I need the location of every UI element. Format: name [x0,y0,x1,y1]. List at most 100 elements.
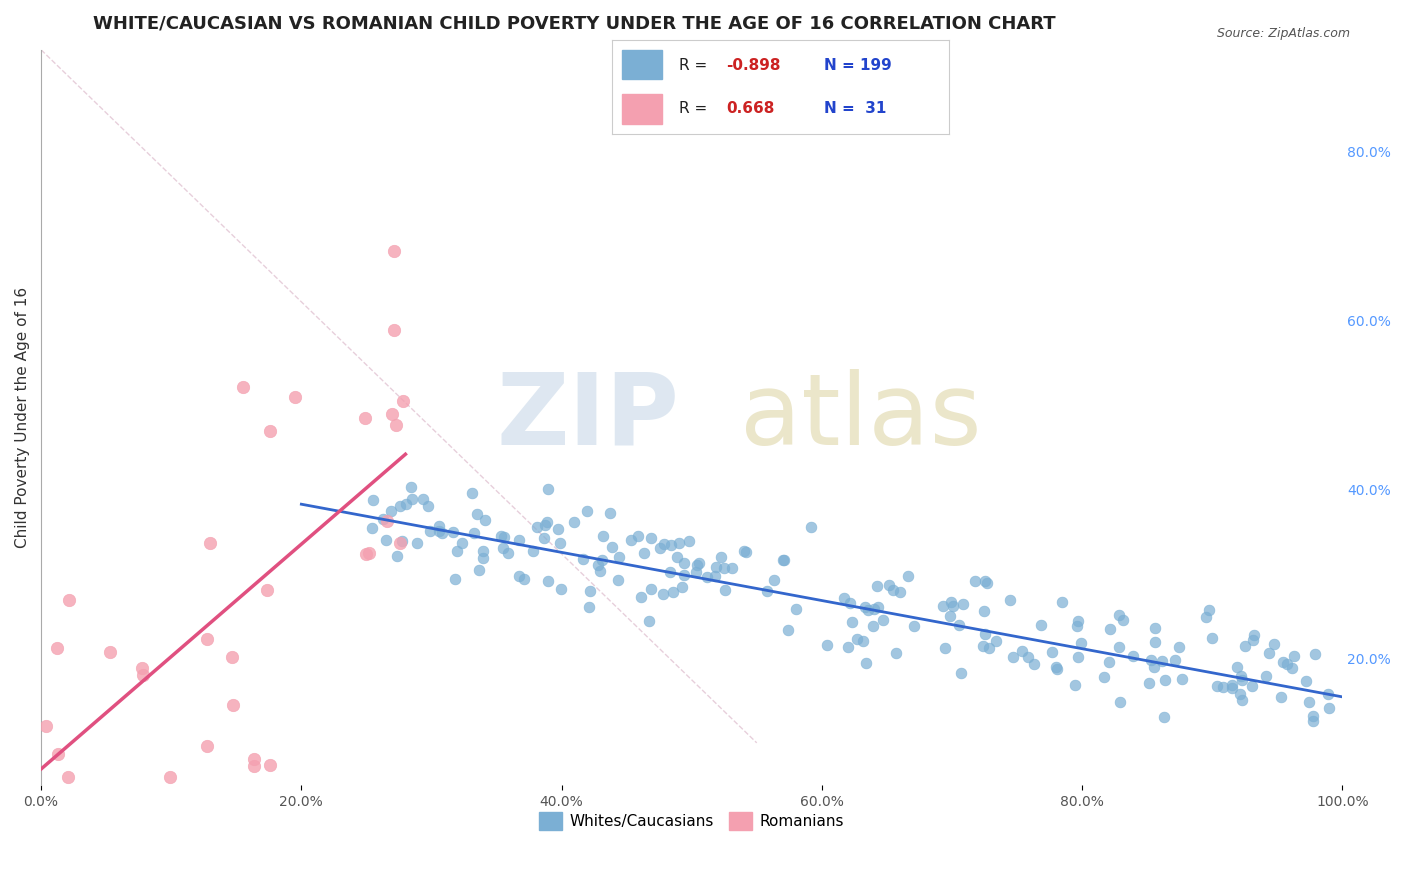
Point [1229,687,1251,701]
Point [508,569,530,583]
Point [401,492,423,507]
Point [973,574,995,588]
Point [672,557,695,571]
Point [897,568,920,582]
Point [841,615,863,630]
Point [1302,709,1324,723]
Point [1302,714,1324,728]
Point [1319,701,1341,715]
Point [375,533,398,547]
Point [868,600,890,615]
Point [762,573,785,587]
Point [430,525,453,540]
Point [1270,690,1292,704]
Point [489,529,512,543]
Text: -0.898: -0.898 [727,58,780,73]
Point [772,553,794,567]
Text: Source: ZipAtlas.com: Source: ZipAtlas.com [1216,27,1350,40]
Point [589,564,612,578]
Point [534,517,557,532]
Point [1230,693,1253,707]
Point [405,536,427,550]
Point [412,492,434,507]
Point [1153,673,1175,687]
Point [522,543,544,558]
Point [932,599,955,613]
Point [1226,660,1249,674]
Point [685,565,707,579]
Point [1298,695,1320,709]
Point [232,380,254,394]
Point [1042,645,1064,659]
Point [1143,660,1166,674]
Point [659,538,682,552]
Point [668,536,690,550]
Point [380,504,402,518]
Point [1046,662,1069,676]
Point [686,558,709,572]
Point [862,619,884,633]
Point [1212,680,1234,694]
Point [492,530,515,544]
Point [1045,660,1067,674]
Point [1281,661,1303,675]
Point [361,492,384,507]
Point [389,536,412,550]
Point [443,572,465,586]
Point [371,512,394,526]
Point [562,515,585,529]
Point [977,640,1000,655]
Point [640,531,662,545]
Point [1144,635,1167,649]
FancyBboxPatch shape [621,49,662,79]
Point [1282,649,1305,664]
Point [863,602,886,616]
Point [672,567,695,582]
Y-axis label: Child Poverty Under the Age of 16: Child Poverty Under the Age of 16 [15,287,30,548]
Point [419,524,441,539]
FancyBboxPatch shape [621,95,662,125]
Point [1001,649,1024,664]
Point [755,583,778,598]
Point [630,590,652,604]
Point [721,561,744,575]
Point [903,619,925,633]
Point [599,506,621,520]
Point [952,597,974,611]
Point [360,521,382,535]
Point [884,646,907,660]
Point [638,614,661,628]
Text: WHITE/CAUCASIAN VS ROMANIAN CHILD POVERTY UNDER THE AGE OF 16 CORRELATION CHART: WHITE/CAUCASIAN VS ROMANIAN CHILD POVERT… [93,15,1056,33]
Point [776,623,799,637]
Point [939,595,962,609]
Point [388,499,411,513]
Point [1098,622,1121,636]
Point [704,559,727,574]
Point [1112,613,1135,627]
Point [853,599,876,614]
Point [1263,637,1285,651]
Point [1201,631,1223,645]
Point [1198,603,1220,617]
Point [1052,595,1074,609]
Point [592,529,614,543]
Point [837,640,859,655]
Point [1164,653,1187,667]
Point [658,565,681,579]
Point [703,569,725,583]
Point [1272,656,1295,670]
Point [1230,669,1253,683]
Point [785,602,807,616]
Point [1122,648,1144,663]
Point [652,587,675,601]
Point [1254,669,1277,683]
Point [468,563,491,577]
Text: N =  31: N = 31 [824,101,887,116]
Point [427,524,450,538]
Point [973,627,995,641]
Point [465,507,488,521]
Point [832,591,855,605]
Text: ZIP: ZIP [496,369,679,466]
Point [198,535,221,549]
Point [733,543,755,558]
